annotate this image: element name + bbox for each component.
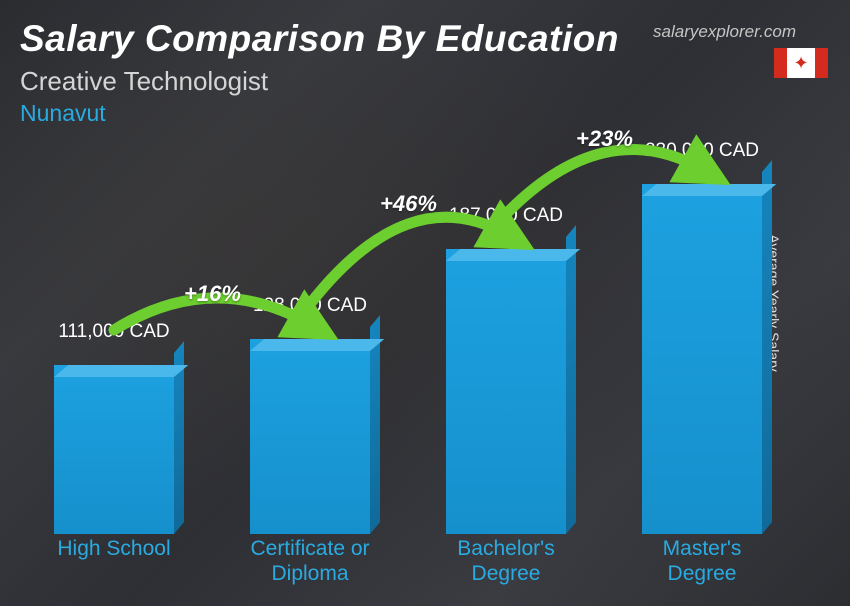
bar-front: [642, 184, 762, 534]
bar-top-face: [250, 339, 384, 351]
category-label: Bachelor'sDegree: [426, 536, 586, 586]
chart-subtitle: Creative Technologist: [20, 66, 268, 97]
increment-percent-label: +46%: [380, 191, 437, 217]
bar-side-face: [762, 160, 772, 534]
chart-title: Salary Comparison By Education: [20, 18, 619, 60]
bar: [54, 365, 174, 534]
bar-front: [250, 339, 370, 534]
chart-region: Nunavut: [20, 100, 106, 127]
increment-percent-label: +23%: [576, 126, 633, 152]
category-label: High School: [34, 536, 194, 586]
bar-front: [54, 365, 174, 534]
bar-top-face: [54, 365, 188, 377]
category-label: Master'sDegree: [622, 536, 782, 586]
bar-front: [446, 249, 566, 534]
brand-watermark: salaryexplorer.com: [653, 22, 796, 42]
bar-group: 187,000 CAD Bachelor'sDegree: [426, 126, 586, 586]
category-label: Certificate orDiploma: [230, 536, 390, 586]
bar: [446, 249, 566, 534]
bar-value-label: 230,000 CAD: [622, 140, 782, 162]
bar-top-face: [446, 249, 580, 261]
bar-group: 111,000 CAD High School: [34, 126, 194, 586]
bar-value-label: 187,000 CAD: [426, 205, 586, 227]
bar-chart: 111,000 CAD High School 128,000 CAD Certif…: [34, 126, 814, 586]
bar-side-face: [566, 225, 576, 534]
bar: [250, 339, 370, 534]
bar: [642, 184, 762, 534]
bar-top-face: [642, 184, 776, 196]
bar-value-label: 128,000 CAD: [230, 295, 390, 317]
flag-canada-icon: ✦: [774, 48, 828, 78]
increment-percent-label: +16%: [184, 281, 241, 307]
bar-group: 230,000 CAD Master'sDegree: [622, 126, 782, 586]
bar-group: 128,000 CAD Certificate orDiploma: [230, 126, 390, 586]
bar-value-label: 111,000 CAD: [34, 321, 194, 343]
